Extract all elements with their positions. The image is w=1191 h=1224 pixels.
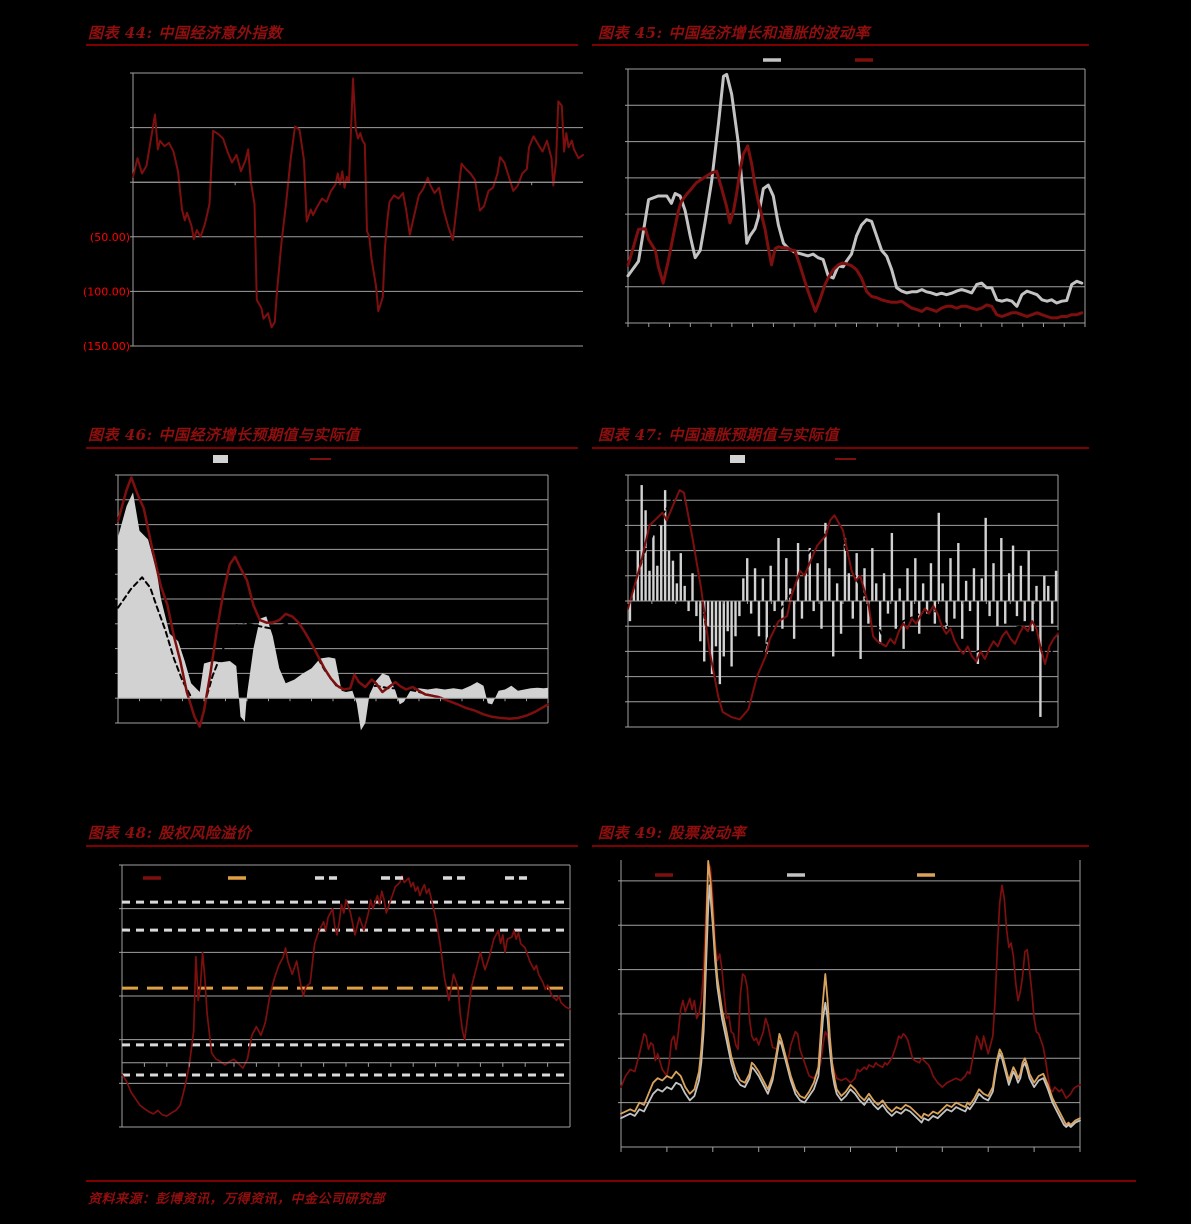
figure-44-title: 图表 44: 中国经济意外指数 xyxy=(88,24,283,42)
figure-47-title: 图表 47: 中国通胀预期值与实际值 xyxy=(598,426,839,444)
figure-48-plot xyxy=(119,864,571,1128)
figure-45-title-rule xyxy=(592,44,1089,46)
figure-44-title-rule xyxy=(86,44,578,46)
figure-45-title: 图表 45: 中国经济增长和通胀的波动率 xyxy=(598,24,870,42)
figure-47-plot xyxy=(625,455,1059,728)
figure-49-title: 图表 49: 股票波动率 xyxy=(598,824,746,842)
figure-49-title-rule xyxy=(592,845,1089,847)
figure-46-title-rule xyxy=(86,447,578,449)
svg-text:(100.00): (100.00) xyxy=(83,285,130,298)
source-note: 资料来源：彭博资讯，万得资讯，中金公司研究部 xyxy=(88,1192,386,1207)
figure-46-title: 图表 46: 中国经济增长预期值与实际值 xyxy=(88,426,360,444)
figure-48-title: 图表 48: 股权风险溢价 xyxy=(88,824,252,842)
figure-47-title-rule xyxy=(592,447,1089,449)
figure-45-plot xyxy=(625,58,1086,327)
footer-rule xyxy=(86,1180,1136,1182)
figure-44-plot: (50.00) (100.00) (150.00) xyxy=(83,72,584,353)
svg-text:(50.00): (50.00) xyxy=(90,231,130,244)
svg-text:(150.00): (150.00) xyxy=(83,340,130,353)
figure-46-plot xyxy=(115,455,550,731)
figure-48-title-rule xyxy=(86,845,578,847)
figure-49-plot xyxy=(618,860,1081,1152)
